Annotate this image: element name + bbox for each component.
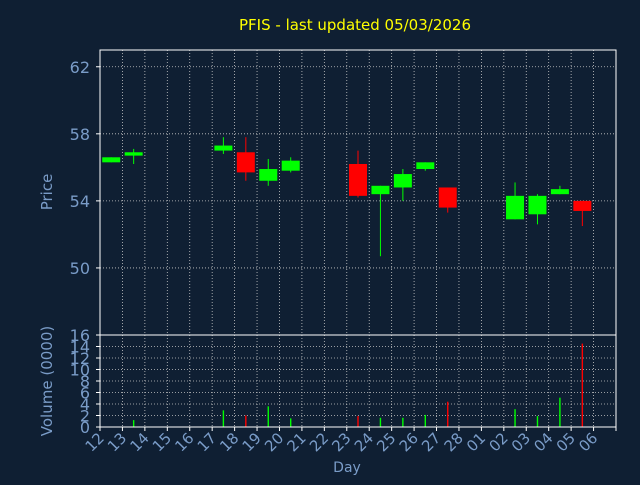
candle-body	[573, 200, 592, 211]
candle-body	[393, 174, 412, 188]
x-axis-label: Day	[333, 460, 361, 476]
candle-body	[102, 157, 121, 163]
volume-tick-label: 0	[80, 418, 90, 437]
candle-body	[506, 195, 525, 220]
volume-tick-label: 14	[70, 338, 90, 357]
price-tick-label: 62	[70, 58, 90, 77]
volume-tick-label: 6	[80, 384, 90, 403]
candle-body	[281, 160, 300, 171]
volume-tick-label: 16	[70, 326, 90, 345]
candle-body	[349, 164, 367, 196]
candle-body	[416, 162, 435, 170]
candle-body	[371, 185, 390, 195]
candle-body	[124, 152, 143, 156]
volume-tick-label: 8	[80, 372, 90, 391]
volume-tick-label: 12	[70, 349, 90, 368]
candle-body	[214, 145, 233, 151]
volume-frame	[99, 334, 617, 428]
candle-body	[550, 189, 569, 195]
candle-body	[438, 187, 457, 208]
candle-body	[236, 152, 255, 173]
candle-body	[259, 169, 278, 181]
price-tick-label: 54	[70, 192, 90, 211]
chart-title: PFIS - last updated 05/03/2026	[239, 16, 471, 34]
x-tick-label: 06	[575, 429, 601, 455]
volume-tick-label: 2	[80, 407, 90, 426]
candle-body	[528, 195, 547, 215]
price-tick-label: 50	[70, 259, 90, 278]
volume-tick-label: 10	[70, 361, 90, 380]
volume-tick-label: 4	[80, 395, 90, 414]
price-axis-label: Price	[38, 174, 56, 211]
price-tick-label: 58	[70, 125, 90, 144]
volume-axis-label: Volume (0000)	[38, 326, 56, 436]
volume-panel: 0246810121416121314151617181920212223242…	[70, 326, 617, 455]
price-panel: 50 54 58 62	[70, 49, 617, 336]
